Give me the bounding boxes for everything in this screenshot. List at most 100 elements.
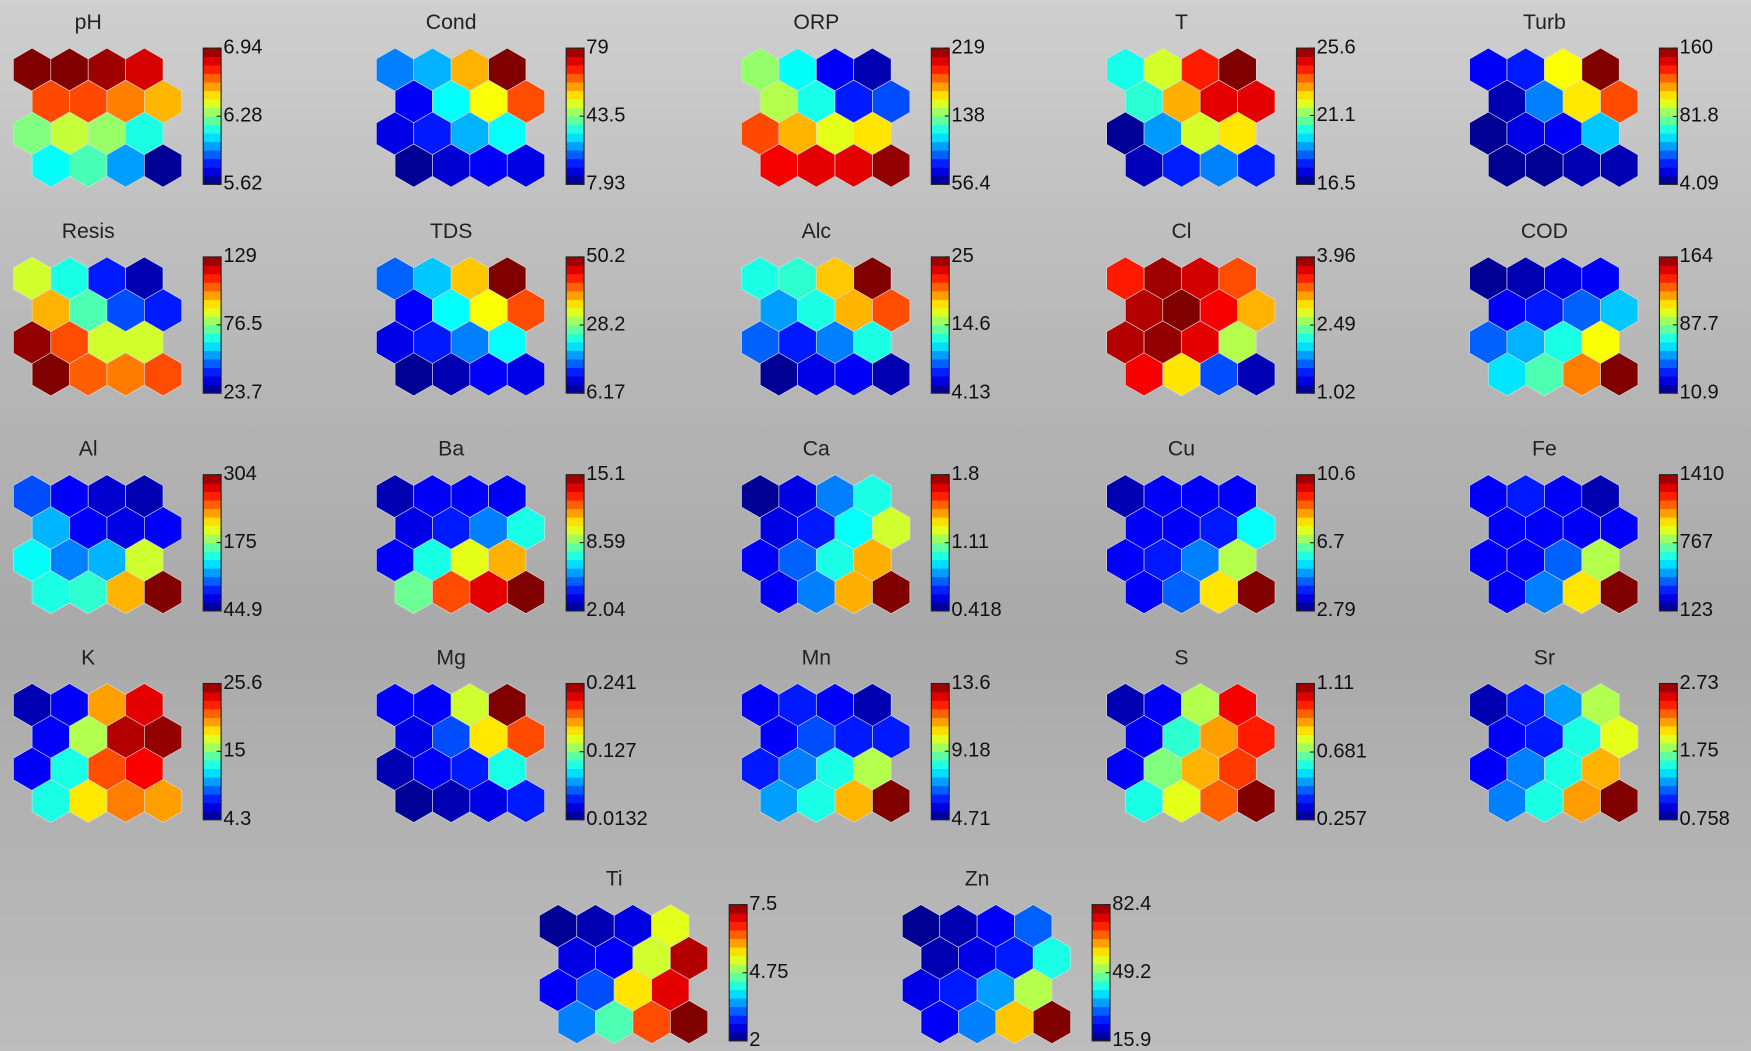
colorbar-band	[931, 342, 949, 351]
colorbar-band	[1296, 334, 1314, 343]
colorbar-band	[1296, 500, 1314, 509]
colorbar-band	[566, 517, 584, 526]
colorbar-band	[203, 167, 221, 176]
colorbar-band	[1296, 760, 1314, 769]
colorbar-band	[203, 351, 221, 360]
plane-title: TDS	[430, 220, 472, 243]
colorbar-band	[566, 492, 584, 501]
colorbar-band	[1659, 351, 1677, 360]
colorbar-band	[1296, 167, 1314, 176]
colorbar-band	[729, 922, 747, 931]
colorbar-band	[931, 594, 949, 603]
colorbar-band	[203, 385, 221, 394]
colorbar-band	[931, 125, 949, 134]
colorbar-band	[729, 947, 747, 956]
plane-title: pH	[75, 11, 102, 34]
colorbar-band	[203, 718, 221, 727]
colorbar-band	[1296, 116, 1314, 125]
colorbar-band	[931, 709, 949, 718]
colorbar-band	[1659, 743, 1677, 752]
plane-title: Turb	[1523, 11, 1566, 34]
colorbar-tick-label: 10.9	[1680, 381, 1719, 403]
colorbar-band	[566, 334, 584, 343]
colorbar-band	[1296, 577, 1314, 586]
colorbar-band	[1296, 483, 1314, 492]
component-plane: Ba2.048.5915.1	[376, 438, 625, 622]
colorbar-band	[566, 786, 584, 795]
colorbar-band	[203, 492, 221, 501]
colorbar-band	[1659, 794, 1677, 803]
colorbar-band	[203, 176, 221, 185]
colorbar-band	[1659, 176, 1677, 185]
colorbar-band	[203, 752, 221, 761]
colorbar-band	[566, 534, 584, 543]
colorbar-band	[203, 568, 221, 577]
colorbar-band	[203, 317, 221, 326]
colorbar-band	[566, 368, 584, 377]
colorbar-band	[1659, 376, 1677, 385]
colorbar-band	[566, 760, 584, 769]
colorbar-band	[566, 709, 584, 718]
colorbar-band	[566, 692, 584, 701]
colorbar-tick-label: 0.418	[951, 599, 1001, 621]
colorbar-band	[1296, 594, 1314, 603]
colorbar-band	[566, 752, 584, 761]
colorbar-band	[566, 777, 584, 786]
plane-title: Ti	[606, 868, 623, 891]
colorbar-band	[203, 133, 221, 142]
colorbar-band	[729, 1032, 747, 1041]
colorbar-band	[1092, 990, 1110, 999]
colorbar-band	[1296, 709, 1314, 718]
colorbar-band	[1659, 803, 1677, 812]
colorbar-tick-label: 4.09	[1680, 173, 1719, 195]
component-plane: Cl1.022.493.96	[1107, 220, 1356, 404]
colorbar-band	[203, 794, 221, 803]
colorbar-band	[1296, 701, 1314, 710]
plane-title: T	[1175, 11, 1188, 34]
colorbar-band	[1092, 981, 1110, 990]
colorbar-band	[203, 325, 221, 334]
colorbar-band	[566, 82, 584, 91]
colorbar-band	[931, 116, 949, 125]
colorbar-band	[1659, 291, 1677, 300]
colorbar-band	[1092, 1007, 1110, 1016]
component-plane: Ti24.757.5	[539, 868, 788, 1051]
colorbar-band	[931, 282, 949, 291]
colorbar-band	[1296, 308, 1314, 317]
colorbar-tick-label: 1.75	[1680, 740, 1719, 762]
colorbar-band	[1659, 543, 1677, 552]
colorbar-tick-label: 82.4	[1112, 893, 1151, 915]
colorbar-band	[1659, 274, 1677, 283]
colorbar-band	[566, 300, 584, 309]
colorbar-tick-label: 2.49	[1317, 313, 1356, 335]
colorbar-band	[566, 560, 584, 569]
colorbar-tick-label: 175	[223, 531, 257, 553]
colorbar-band	[1296, 692, 1314, 701]
colorbar-band	[566, 48, 584, 57]
colorbar-band	[566, 108, 584, 117]
colorbar-band	[729, 913, 747, 922]
colorbar-band	[566, 376, 584, 385]
colorbar-band	[1296, 274, 1314, 283]
colorbar-band	[1296, 57, 1314, 66]
colorbar-band	[566, 769, 584, 778]
colorbar-band	[566, 526, 584, 535]
colorbar-band	[1296, 159, 1314, 168]
colorbar-tick-label: 13.6	[951, 672, 990, 694]
component-plane: Cond7.9343.579	[376, 11, 625, 195]
colorbar-band	[931, 65, 949, 74]
colorbar-band	[203, 786, 221, 795]
colorbar-tick-label: 3.96	[1317, 245, 1356, 267]
colorbar-band	[1659, 74, 1677, 83]
colorbar-band	[566, 308, 584, 317]
colorbar-band	[1296, 142, 1314, 151]
colorbar-band	[729, 990, 747, 999]
colorbar-band	[1296, 317, 1314, 326]
colorbar-band	[1659, 159, 1677, 168]
colorbar-band	[1092, 1032, 1110, 1041]
plane-title: Mg	[436, 647, 465, 670]
colorbar-band	[1659, 483, 1677, 492]
colorbar-band	[566, 65, 584, 74]
colorbar-band	[1659, 82, 1677, 91]
colorbar-band	[931, 257, 949, 266]
